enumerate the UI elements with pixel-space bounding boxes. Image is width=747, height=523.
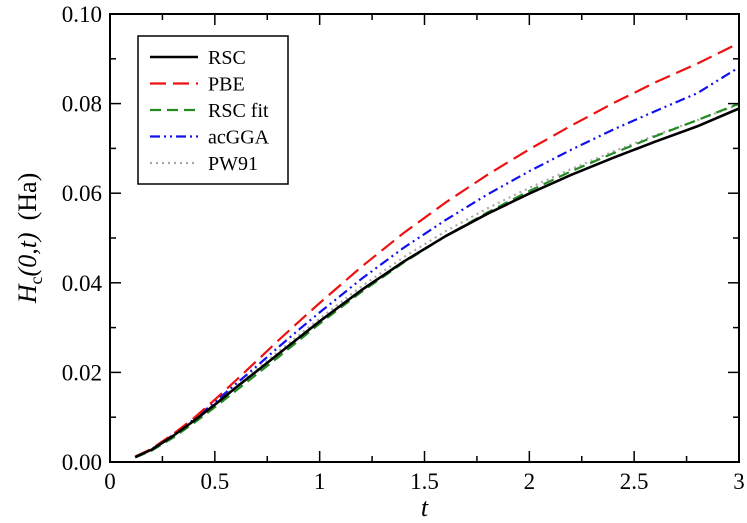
plot-lines <box>134 42 740 459</box>
y-tick-label: 0.06 <box>62 181 102 206</box>
x-tick-label: 0 <box>104 469 116 494</box>
y-tick-label: 0.00 <box>62 450 102 475</box>
x-axis-label: t <box>421 493 429 522</box>
x-tick-label: 3 <box>733 469 745 494</box>
series-line-acgga <box>134 66 740 459</box>
y-axis-label-unit: (Ha) <box>13 173 42 221</box>
legend: RSC PBE RSC fit acGGA PW91 <box>137 35 289 185</box>
y-axis-label: Hc(0,t) (Ha) <box>13 173 46 304</box>
series-line-rsc <box>134 107 740 459</box>
y-axis-label-args: (0,t) <box>13 232 42 276</box>
legend-label: RSC <box>208 47 246 69</box>
x-tick-label: 2.5 <box>620 469 649 494</box>
legend-label: PW91 <box>208 153 258 175</box>
y-tick-label: 0.10 <box>62 2 102 27</box>
series-line-rsc-fit <box>134 102 740 459</box>
legend-label: RSC fit <box>208 100 269 122</box>
x-tick-label: 1.5 <box>410 469 439 494</box>
y-tick-label: 0.04 <box>62 271 103 296</box>
legend-label: PBE <box>208 74 245 96</box>
legend-label: acGGA <box>208 127 270 149</box>
axis-ticks: 0 0.5 1 1.5 2 2.5 3 0.00 0.02 0.04 0.06 0.08 0.10 <box>62 2 745 494</box>
x-tick-label: 0.5 <box>200 469 229 494</box>
legend-box <box>137 35 289 185</box>
y-tick-label: 0.02 <box>62 360 102 385</box>
series-line-pbe <box>134 42 740 458</box>
x-tick-label: 2 <box>524 469 536 494</box>
y-axis-label-main: H <box>13 283 42 304</box>
y-axis-label-sub: c <box>26 276 46 284</box>
x-tick-label: 1 <box>314 469 326 494</box>
y-tick-label: 0.08 <box>62 92 102 117</box>
